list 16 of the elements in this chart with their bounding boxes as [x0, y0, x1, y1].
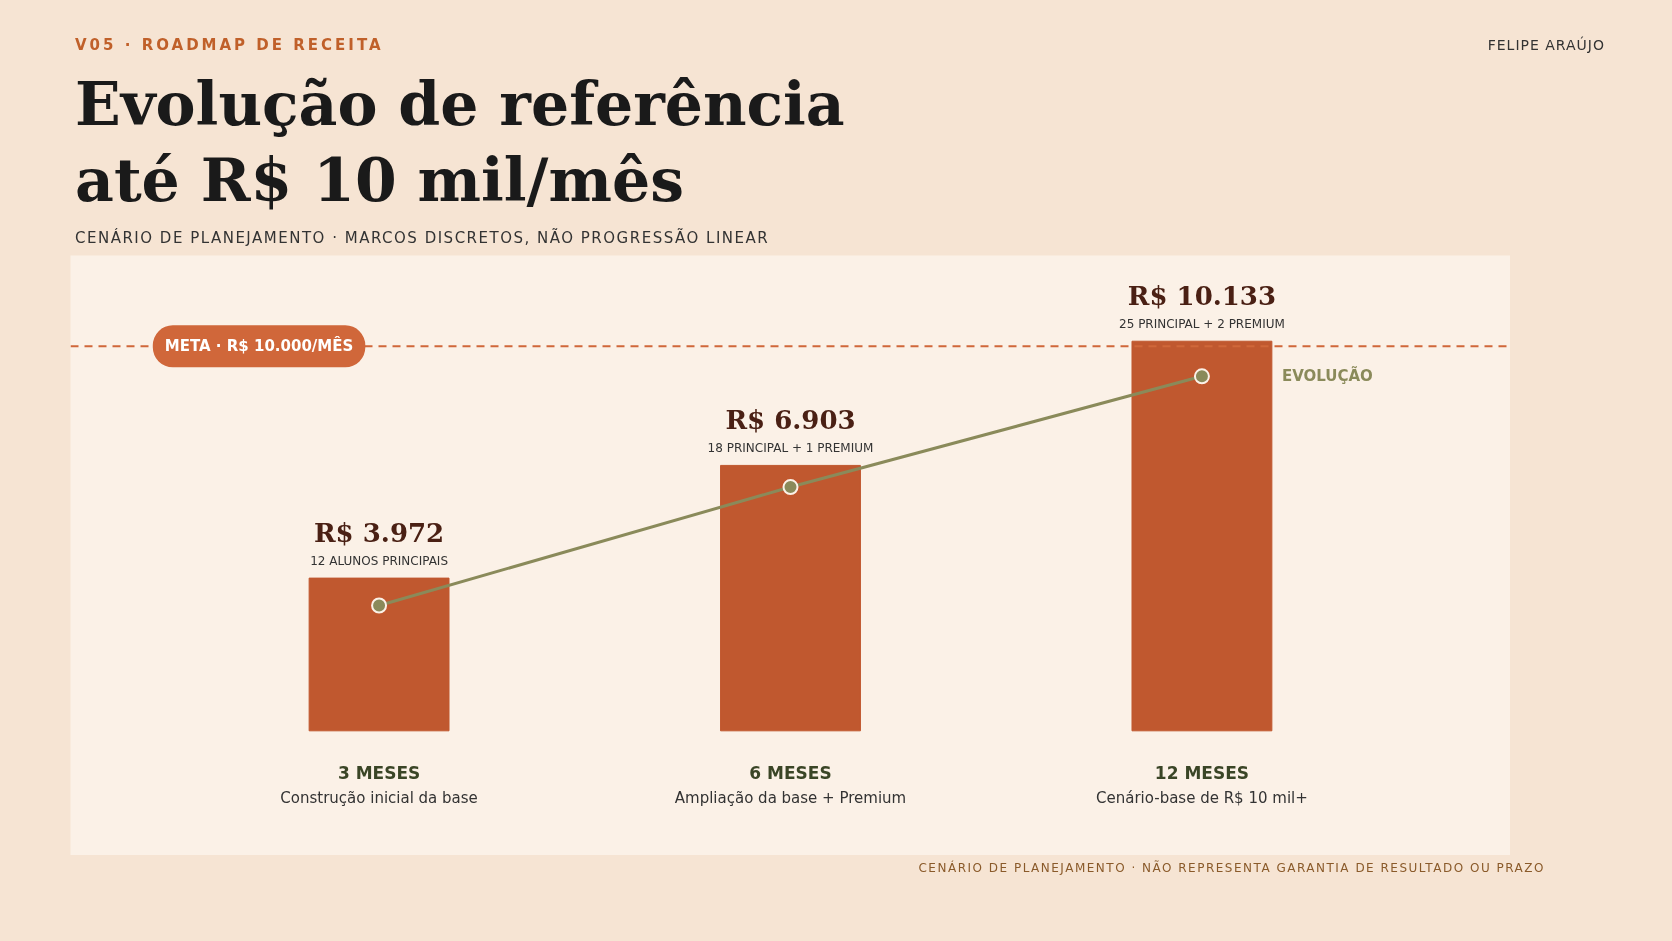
x-tick-label: 12 MESES Cenário-base de R$ 10 mil+	[1096, 762, 1308, 807]
chart-subtitle: CENÁRIO DE PLANEJAMENTO · MARCOS DISCRETOS, NÃO PROGRESSÃO LINEAR	[75, 228, 770, 250]
annotation: 18 PRINCIPAL + 1 PREMIUM	[707, 441, 874, 456]
data-label: R$ 6.903	[725, 405, 856, 436]
x-tick-label: 3 MESES Construção inicial da base	[280, 762, 478, 807]
chart-title: Evolução de referência até R$ 10 mil/mês	[75, 68, 845, 218]
annotation: 12 ALUNOS PRINCIPAIS	[310, 553, 448, 568]
ref-line-label: META · R$ 10.000/MÊS	[164, 336, 354, 356]
data-label: R$ 3.972	[313, 517, 445, 548]
text: CENÁRIO DE PLANEJAMENTO · NÃO REPRESENTA GARANTIA DE RESULTADO OU PRAZO	[918, 859, 1545, 877]
text: V05 · ROADMAP DE RECEITA	[75, 35, 384, 56]
annotation: 25 PRINCIPAL + 2 PREMIUM	[1119, 317, 1285, 332]
data-label: R$ 10.133	[1127, 281, 1277, 312]
text: FELIPE ARAÚJO	[1487, 35, 1605, 55]
x-tick-label: 6 MESES Ampliação da base + Premium	[674, 762, 907, 807]
text: EVOLUÇÃO	[1281, 366, 1373, 386]
